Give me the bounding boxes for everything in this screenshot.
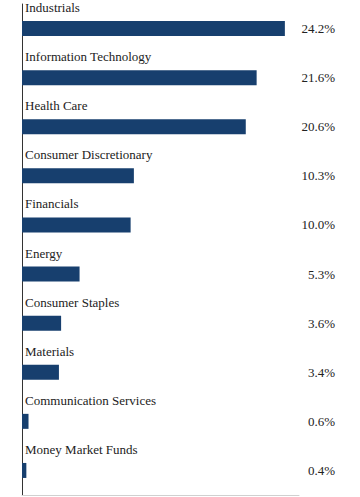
svg-text:Financials: Financials [25,196,78,211]
svg-text:21.6%: 21.6% [301,70,335,85]
svg-text:Money Market Funds: Money Market Funds [25,442,138,457]
svg-text:Consumer Staples: Consumer Staples [25,295,119,310]
svg-text:5.3%: 5.3% [308,267,335,282]
svg-text:24.2%: 24.2% [301,21,335,36]
svg-text:Energy: Energy [25,246,63,261]
svg-text:Communication Services: Communication Services [25,393,156,408]
svg-text:20.6%: 20.6% [301,119,335,134]
svg-text:10.0%: 10.0% [301,217,335,232]
svg-text:3.6%: 3.6% [308,316,335,331]
svg-text:Materials: Materials [25,344,74,359]
svg-text:3.4%: 3.4% [308,365,335,380]
svg-text:Health Care: Health Care [25,98,88,113]
svg-text:Industrials: Industrials [25,0,80,15]
svg-text:Consumer Discretionary: Consumer Discretionary [25,147,153,162]
svg-text:0.4%: 0.4% [308,463,335,478]
svg-text:10.3%: 10.3% [301,168,335,183]
svg-text:Information Technology: Information Technology [25,49,152,64]
svg-text:0.6%: 0.6% [308,414,335,429]
